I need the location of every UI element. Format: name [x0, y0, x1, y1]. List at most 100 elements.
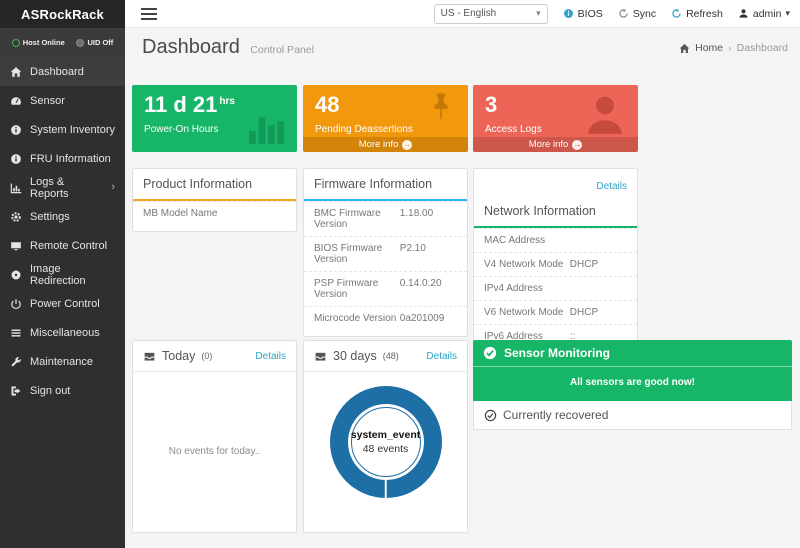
firmware-information-panel: Firmware Information BMC Firmware Versio…	[303, 168, 468, 337]
home-icon	[10, 66, 22, 77]
check-circle-outline-icon	[484, 409, 497, 421]
sensor-recovered-row[interactable]: Currently recovered	[473, 401, 792, 430]
sidebar-item-image-redirection[interactable]: Image Redirection	[0, 260, 125, 289]
network-information-panel: Details Network Information MAC Address …	[473, 168, 638, 355]
host-online-status: Host Online	[11, 38, 65, 47]
refresh-icon	[672, 8, 681, 18]
sensor-status-message: All sensors are good now!	[473, 367, 792, 401]
sidebar-item-settings[interactable]: Settings	[0, 202, 125, 231]
row-label: IPv4 Address	[484, 283, 543, 294]
panel-title: Network Information	[474, 196, 637, 228]
inbox-icon	[144, 352, 155, 361]
sidebar-item-maintenance[interactable]: Maintenance	[0, 347, 125, 376]
card-unit: hrs	[219, 96, 235, 107]
sidebar-item-label: Maintenance	[30, 355, 93, 368]
list-icon	[11, 329, 21, 337]
info-row: PSP Firmware Version 0.14.0.20	[304, 271, 467, 306]
row-label: BMC Firmware Version	[314, 208, 381, 230]
sidebar-item-fru-information[interactable]: FRU Information	[0, 144, 125, 173]
breadcrumb-home[interactable]: Home	[695, 42, 724, 54]
sidebar-item-label: FRU Information	[30, 152, 111, 165]
empty-events-message: No events for today..	[168, 445, 261, 457]
row-label: MAC Address	[484, 235, 546, 246]
bar-chart-icon	[249, 117, 285, 144]
info-row: MAC Address	[474, 228, 637, 252]
card-label: Access Logs	[485, 124, 542, 135]
breadcrumb-current: Dashboard	[736, 42, 788, 54]
sidebar-item-label: Logs & Reports	[30, 175, 69, 200]
page-title: Dashboard	[142, 36, 240, 58]
sidebar-item-power-control[interactable]: Power Control	[0, 289, 125, 318]
sidebar-item-miscellaneous[interactable]: Miscellaneous	[0, 318, 125, 347]
sidebar-item-label: Sensor	[30, 94, 65, 107]
chevron-right-icon: ›	[111, 181, 115, 193]
language-select[interactable]: US - English ▾	[433, 3, 548, 24]
host-status-strip: Host Online UID Off	[0, 28, 125, 57]
uid-status: UID Off	[76, 38, 113, 47]
panel-title: Today	[162, 349, 196, 363]
sidebar-item-system-inventory[interactable]: System Inventory	[0, 115, 125, 144]
sign-out-icon	[11, 386, 21, 395]
row-label: PSP Firmware Version	[314, 278, 379, 300]
events-30days-panel: 30 days (48) Details system_event 48 eve…	[303, 340, 468, 533]
power-icon	[11, 298, 21, 309]
refresh-button[interactable]: Refresh	[671, 8, 723, 20]
event-count: (0)	[201, 351, 213, 361]
panel-title: Product Information	[133, 169, 296, 201]
language-select-value: US - English	[440, 8, 497, 19]
more-info-link[interactable]: More info →	[303, 137, 468, 152]
info-icon	[11, 124, 21, 135]
info-icon	[563, 9, 573, 18]
sidebar-item-label: Power Control	[30, 297, 100, 310]
disc-icon	[11, 270, 21, 279]
card-value: 3	[485, 92, 498, 117]
menu-toggle-button[interactable]	[141, 5, 157, 23]
product-information-panel: Product Information MB Model Name	[132, 168, 297, 232]
breadcrumb-separator: ›	[728, 42, 732, 54]
today-events-panel: Today (0) Details No events for today..	[132, 340, 297, 533]
events-details-link[interactable]: Details	[426, 350, 457, 362]
sidebar-menu: Dashboard Sensor System Inventory FRU In…	[0, 57, 125, 405]
row-value	[570, 235, 627, 246]
events-donut-chart[interactable]: system_event 48 events	[329, 386, 442, 498]
bios-label: BIOS	[577, 7, 603, 20]
uid-off-icon	[76, 38, 85, 47]
brand-logo: ASRockRack	[0, 0, 125, 28]
access-logs-card: 3 Access Logs More info →	[473, 85, 638, 152]
user-icon	[739, 9, 748, 18]
card-label: Power-On Hours	[144, 124, 219, 135]
user-menu[interactable]: admin ▾	[738, 8, 790, 20]
row-value	[570, 283, 627, 294]
inbox-icon	[315, 352, 326, 361]
sidebar-item-logs-reports[interactable]: Logs & Reports ›	[0, 173, 125, 202]
bios-button[interactable]: BIOS	[563, 8, 603, 20]
row-value: 1.18.00	[399, 208, 434, 219]
info-row: BIOS Firmware Version P2.10	[304, 236, 467, 271]
sidebar-item-sign-out[interactable]: Sign out	[0, 376, 125, 405]
row-label: V4 Network Mode	[484, 259, 564, 270]
more-info-link[interactable]: More info →	[473, 137, 638, 152]
sync-button[interactable]: Sync	[618, 8, 656, 20]
refresh-label: Refresh	[686, 7, 723, 20]
donut-series-label: system_event	[350, 429, 421, 441]
row-label: MB Model Name	[143, 208, 218, 219]
page-subtitle: Control Panel	[250, 44, 314, 56]
today-details-link[interactable]: Details	[255, 350, 286, 362]
power-on-hours-card: 11 d 21 hrs Power-On Hours	[132, 85, 297, 152]
row-label: Microcode Version	[314, 313, 397, 324]
breadcrumb: Home › Dashboard	[679, 42, 788, 54]
row-value	[229, 208, 286, 219]
info-row: BMC Firmware Version 1.18.00	[304, 201, 467, 236]
caret-down-icon: ▾	[536, 8, 541, 18]
sync-icon	[619, 8, 628, 18]
sensor-monitoring-panel: Sensor Monitoring All sensors are good n…	[473, 340, 792, 430]
network-details-link[interactable]: Details	[596, 181, 627, 192]
sidebar: ASRockRack Host Online UID Off Dashboard…	[0, 0, 125, 548]
info-row: MB Model Name	[133, 201, 296, 231]
sidebar-item-sensor[interactable]: Sensor	[0, 86, 125, 115]
sidebar-item-remote-control[interactable]: Remote Control	[0, 231, 125, 260]
info-row: V4 Network Mode DHCP	[474, 252, 637, 276]
sidebar-item-dashboard[interactable]: Dashboard	[0, 57, 125, 86]
arrow-right-icon: →	[402, 139, 413, 150]
panel-title: Firmware Information	[304, 169, 467, 201]
